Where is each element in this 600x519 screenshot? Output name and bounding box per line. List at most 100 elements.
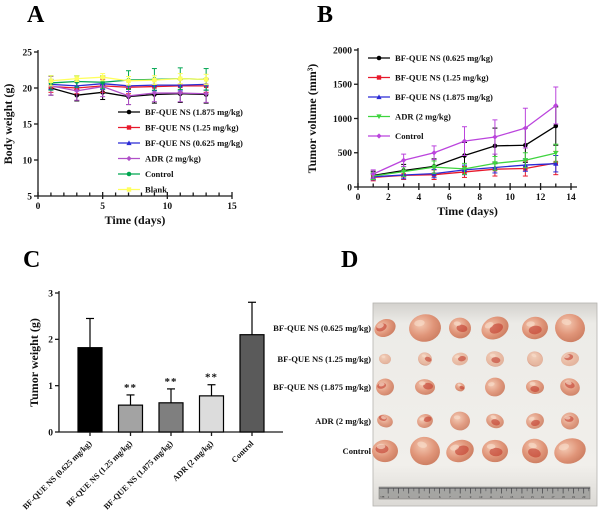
panel-label-d: D: [341, 247, 359, 273]
category-label: Control: [230, 439, 256, 465]
photo-row-label: BF-QUE NS (0.625 mg/kg): [273, 323, 371, 333]
marker-tri-down-icon: [522, 158, 528, 163]
x-tick-label: 10: [505, 193, 515, 203]
tumor-red-patch: [424, 356, 432, 362]
marker-square-icon: [152, 77, 157, 83]
tumor: [372, 439, 398, 463]
legend-item: BF-QUE NS (1.875 mg/kg): [118, 107, 243, 117]
category-label: BF-QUE NS (1.875 mg/kg): [102, 439, 174, 511]
marker-diamond-icon: [401, 157, 407, 163]
tumor: [379, 353, 391, 365]
tumor-highlight: [563, 354, 570, 359]
tumor-red-patch: [528, 325, 542, 335]
tumor-volume-line-chart: 0 500 1000 1500 2000 0 2 4 6 8 10 12 14 Time (days) Tu…: [305, 46, 577, 218]
tumor: [555, 313, 585, 343]
ruler-number: 17: [551, 495, 555, 499]
tumor-highlight: [453, 321, 461, 326]
legend-label: ADR (2 mg/kg): [395, 112, 451, 122]
tumor: [410, 436, 440, 466]
legend-item: BF-QUE NS (1.875 mg/kg): [368, 92, 493, 102]
marker-diamond-icon: [461, 138, 468, 144]
x-tick-label: 4: [416, 193, 421, 203]
series-adr-2-mg-kg-: [370, 143, 559, 180]
photo-row-label: BF-QUE NS (1.875 mg/kg): [273, 382, 371, 392]
marker-square-icon: [74, 76, 79, 81]
y-tick-label: 1500: [333, 81, 352, 91]
tumor-red-patch: [491, 419, 500, 426]
marker-diamond-icon: [203, 91, 209, 97]
tumor: [450, 411, 470, 431]
tumor-highlight: [565, 380, 572, 385]
tumor-red-patch: [489, 323, 503, 334]
ruler-number: 2: [398, 495, 400, 499]
marker-circle-icon: [126, 171, 132, 177]
bar-group: **: [117, 382, 144, 433]
panel-label-a: A: [27, 2, 45, 28]
y-tick-label: 2: [48, 336, 53, 346]
marker-square-icon: [178, 76, 183, 81]
bar-group: **: [198, 372, 225, 433]
tumor-highlight: [486, 443, 496, 450]
ruler-number: 13: [510, 495, 514, 499]
tumor-red-patch: [423, 382, 434, 390]
legend-item: BF-QUE NS (1.25 mg/kg): [118, 123, 239, 133]
bar: [158, 402, 184, 433]
x-tick-label: 10: [163, 202, 173, 212]
tumor: [452, 352, 468, 366]
bar-group: **: [158, 376, 184, 433]
legend-label: BF-QUE NS (0.625 mg/kg): [395, 53, 493, 63]
x-tick-label: 5: [100, 202, 105, 212]
tumor: [486, 413, 504, 429]
tumor: [486, 351, 504, 367]
tumor-highlight: [378, 382, 385, 387]
tumor-highlight: [490, 415, 497, 420]
tumor-highlight: [418, 381, 426, 386]
marker-diamond-icon: [431, 150, 437, 156]
photo-row-label: BF-QUE NS (1.25 mg/kg): [277, 354, 371, 364]
x-axis-title: Time (days): [437, 204, 498, 218]
category-label: BF-QUE NS (0.625 mg/kg): [21, 439, 93, 511]
tumor-highlight: [381, 355, 386, 358]
ruler-number: 9: [470, 495, 472, 499]
ruler: [378, 486, 591, 500]
y-tick-label: 15: [23, 120, 33, 130]
ruler-number: 15: [531, 495, 535, 499]
tumor-highlight: [528, 416, 535, 421]
marker-square-icon: [203, 77, 209, 82]
ruler-number: 8: [459, 495, 461, 499]
marker-diamond-icon: [492, 134, 498, 140]
legend-label: BF-QUE NS (1.875 mg/kg): [145, 107, 243, 117]
legend: BF-QUE NS (1.875 mg/kg) BF-QUE NS (1.25 m…: [118, 107, 243, 195]
ruler-number: 1: [387, 495, 389, 499]
bar-group: [77, 317, 103, 433]
tumor-highlight: [381, 415, 387, 420]
ruler-number: 16: [541, 495, 545, 499]
marker-tri-down-icon: [431, 165, 437, 170]
series-blank: [48, 73, 209, 87]
category-label: ADR (2 mg/kg): [171, 439, 215, 483]
tumor-highlight: [531, 353, 537, 358]
significance-marker: **: [205, 372, 218, 384]
y-tick-label: 1000: [333, 115, 352, 125]
ruler-number: 11: [490, 495, 493, 499]
photo-row-label: Control: [343, 446, 372, 456]
tumor-highlight: [561, 318, 572, 326]
tumor: [449, 317, 471, 339]
x-tick-label: 0: [36, 202, 41, 212]
legend-label: ADR (2 mg/kg): [145, 154, 201, 164]
legend-item: Control: [368, 131, 424, 141]
tumor: [560, 378, 580, 396]
ruler-number: 19: [572, 495, 576, 499]
x-tick-label: 14: [566, 193, 576, 203]
bar: [117, 404, 144, 433]
marker-square-icon: [126, 187, 132, 192]
tumor-red-patch: [531, 419, 540, 427]
bar: [198, 395, 225, 433]
bar-group: [239, 301, 265, 433]
ruler-number: 6: [439, 495, 441, 499]
ruler-number: 14: [520, 495, 524, 499]
ruler-number: 3: [408, 495, 410, 499]
tumor: [482, 439, 508, 463]
legend-item: ADR (2 mg/kg): [368, 112, 451, 122]
